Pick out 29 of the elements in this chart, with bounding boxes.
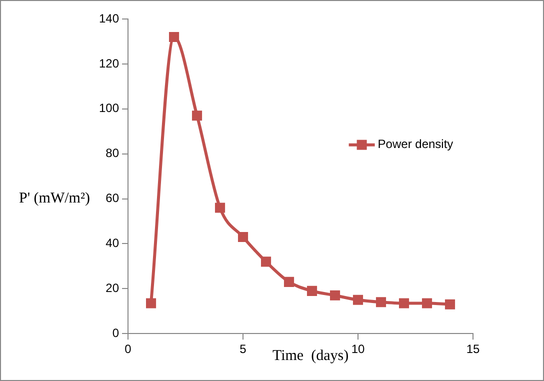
point <box>214 202 226 213</box>
x-tick-label: 10 <box>351 342 365 356</box>
point <box>422 298 432 308</box>
x-axis-title: Time (days) <box>272 348 349 364</box>
point <box>238 232 248 242</box>
y-tick-label: 60 <box>106 191 120 206</box>
y-tick-label: 100 <box>98 101 120 116</box>
y-tick-label: 40 <box>106 236 120 250</box>
point <box>398 298 410 308</box>
x-tick-label: 5 <box>240 342 247 356</box>
point <box>330 290 340 300</box>
y-tick-label: 20 <box>106 280 120 295</box>
point <box>306 286 318 296</box>
y-tick-label: 80 <box>106 146 120 160</box>
x-tick-label: 0 <box>124 342 132 356</box>
y-tick-label: 140 <box>98 11 120 26</box>
y-tick-label: 120 <box>98 56 120 70</box>
point <box>260 256 272 267</box>
y-tick-label: 0 <box>112 326 120 340</box>
x-tick-label: 15 <box>466 342 480 356</box>
point <box>376 297 386 308</box>
point <box>284 276 294 287</box>
point <box>192 110 202 121</box>
point <box>444 299 456 310</box>
point <box>168 32 180 42</box>
point <box>146 298 156 308</box>
point <box>352 294 364 305</box>
legend-label: Power density <box>378 137 454 152</box>
y-axis-title: P' (mW/m²) <box>19 190 90 207</box>
